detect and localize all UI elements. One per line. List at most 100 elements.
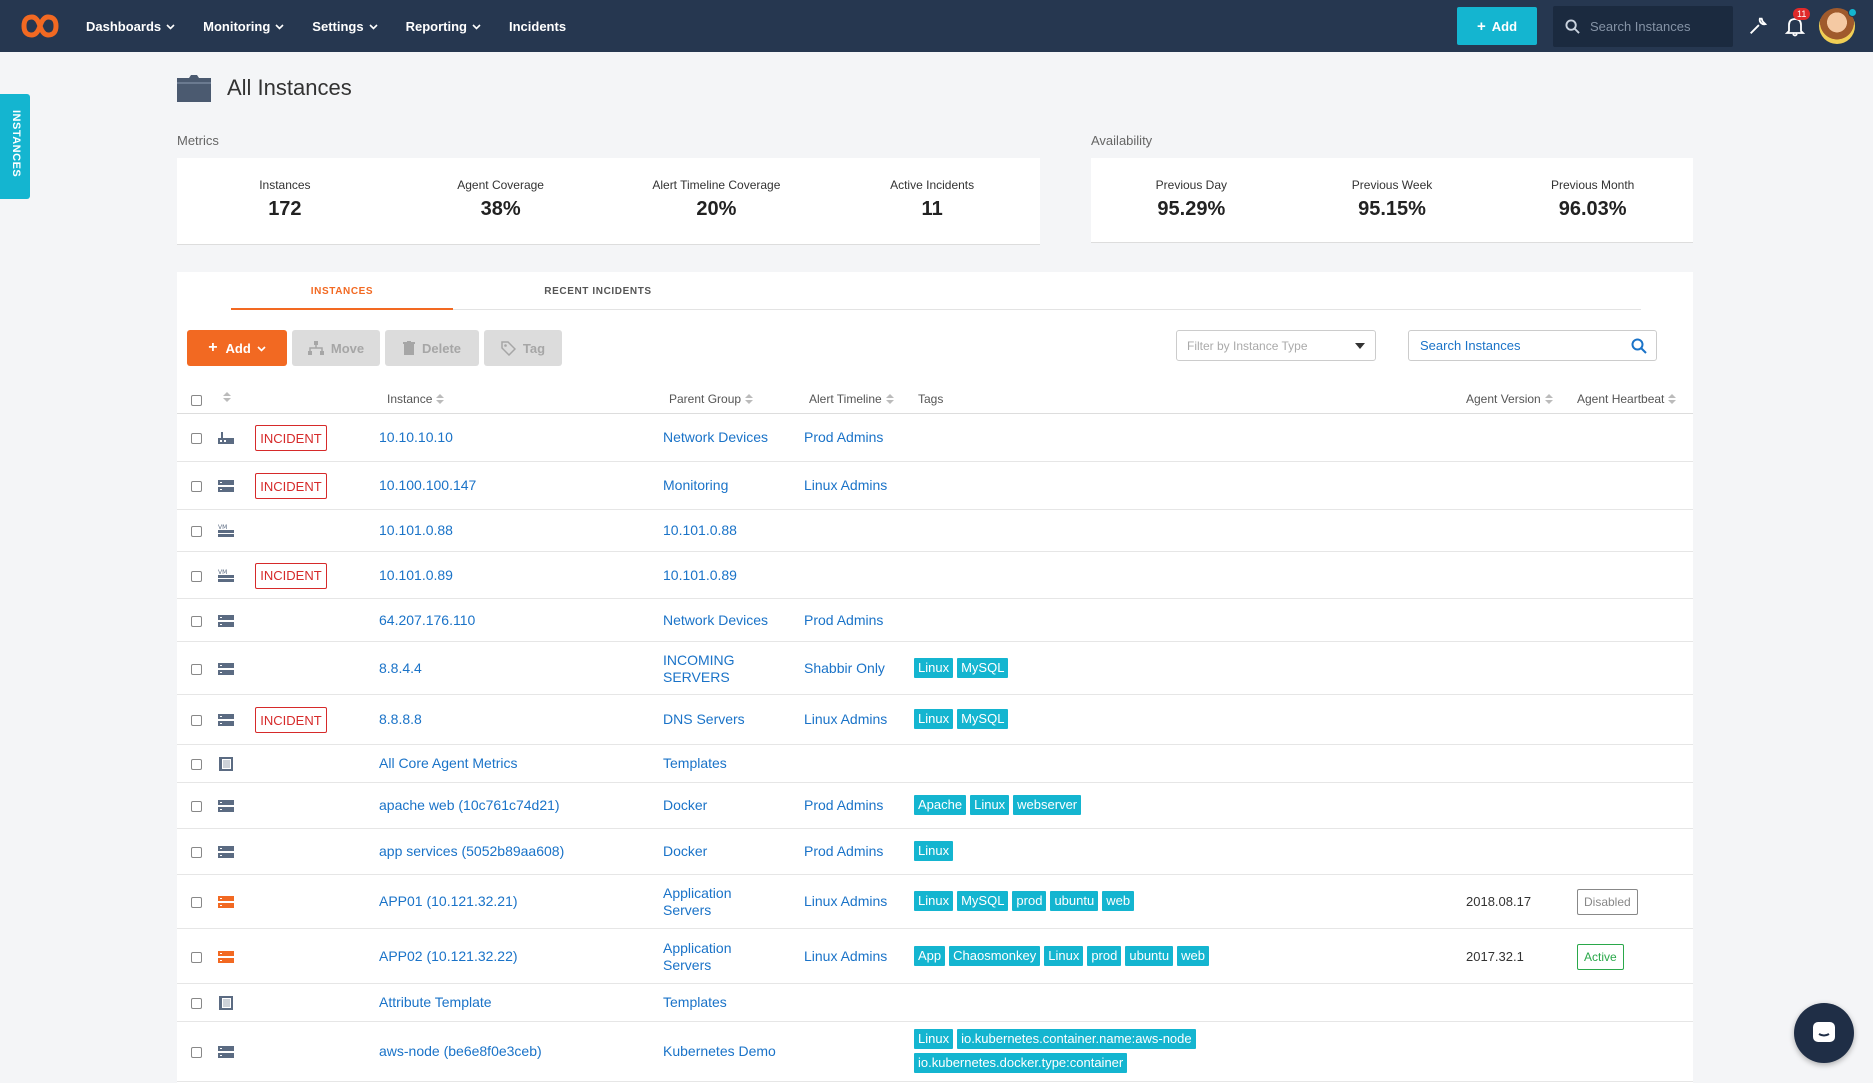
tag-badge[interactable]: Linux [1044,945,1084,966]
instance-link[interactable]: APP01 (10.121.32.21) [379,893,518,909]
parent-group-link[interactable]: Kubernetes Demo [663,1043,776,1059]
chat-launcher-button[interactable] [1794,1003,1854,1063]
tag-badge[interactable]: Apache [914,795,967,815]
nav-item-settings[interactable]: Settings [312,19,378,34]
table-row[interactable]: apache web (10c761c74d21) Docker Prod Admi… [177,783,1693,829]
tag-badge[interactable]: Linux [914,841,954,861]
header-parent-group[interactable]: Parent Group [669,392,754,406]
parent-group-link[interactable]: Network Devices [663,429,769,445]
instance-link[interactable]: apache web (10c761c74d21) [379,797,560,813]
parent-group-link[interactable]: Templates [663,994,727,1010]
instance-link[interactable]: 8.8.4.4 [379,659,422,676]
parent-group-link[interactable]: 10.101.0.89 [663,566,737,583]
instance-link[interactable]: 10.101.0.88 [379,522,453,538]
parent-group-link[interactable]: Docker [663,797,708,813]
tag-badge[interactable]: ubuntu [1050,891,1099,911]
parent-group-link[interactable]: Templates [663,755,727,771]
tag-badge[interactable]: web [1102,891,1135,911]
tag-button[interactable]: Tag [484,330,562,366]
tag-badge[interactable]: Linux [914,891,954,911]
tag-badge[interactable]: Linux [914,1029,954,1049]
row-checkbox[interactable] [191,759,202,770]
tag-badge[interactable]: ubuntu [1125,945,1174,966]
alert-timeline-link[interactable]: Prod Admins [804,611,884,628]
parent-group-link[interactable]: Docker [663,843,708,859]
delete-button[interactable]: Delete [385,330,479,366]
tag-badge[interactable]: MySQL [957,657,1009,678]
nav-item-incidents[interactable]: Incidents [509,19,566,34]
parent-group-link[interactable]: Application Servers [663,885,732,918]
incident-badge[interactable]: INCIDENT [255,562,327,589]
instance-link[interactable]: app services (5052b89aa608) [379,843,565,859]
move-button[interactable]: Move [292,330,380,366]
row-checkbox[interactable] [191,715,202,726]
header-agent-heartbeat[interactable]: Agent Heartbeat [1577,392,1677,406]
wrench-icon[interactable] [1747,15,1769,37]
tag-badge[interactable]: webserver [1013,795,1082,815]
alert-timeline-link[interactable]: Linux Admins [804,893,888,909]
status-sort[interactable] [219,392,231,403]
row-checkbox[interactable] [191,615,202,627]
tab-instances[interactable]: INSTANCES [231,286,453,310]
tag-badge[interactable]: Linux [914,709,954,729]
alert-timeline-link[interactable]: Linux Admins [804,711,888,727]
nav-item-dashboards[interactable]: Dashboards [86,19,175,34]
alert-timeline-link[interactable]: Prod Admins [804,429,884,445]
row-checkbox[interactable] [191,951,202,963]
nav-item-monitoring[interactable]: Monitoring [203,19,284,34]
instance-link[interactable]: Attribute Template [379,994,492,1010]
tag-badge[interactable]: prod [1012,891,1047,911]
instance-link[interactable]: 10.101.0.89 [379,566,453,583]
parent-group-link[interactable]: Network Devices [663,611,769,628]
nav-item-reporting[interactable]: Reporting [406,19,481,34]
table-row[interactable]: VM INCIDENT 10.101.0.89 10.101.0.89 [177,552,1693,599]
row-checkbox[interactable] [191,998,202,1009]
parent-group-link[interactable]: INCOMING SERVERS [663,651,735,685]
tag-badge[interactable]: Linux [914,657,954,678]
header-alert-timeline[interactable]: Alert Timeline [809,392,894,406]
incident-badge[interactable]: INCIDENT [255,473,327,499]
table-row[interactable]: APP02 (10.121.32.22) Application Servers L… [177,929,1693,984]
table-row[interactable]: 8.8.4.4 INCOMING SERVERS Shabbir Only Linux… [177,642,1693,695]
incident-badge[interactable]: INCIDENT [255,707,327,733]
tag-badge[interactable]: MySQL [957,709,1009,729]
table-row[interactable]: aws-node (be6e8f0e3ceb) Kubernetes Demo Li… [177,1022,1693,1082]
tab-recent-incidents[interactable]: RECENT INCIDENTS [544,286,652,297]
notifications-button[interactable]: 11 [1783,8,1811,38]
add-instance-button[interactable]: + Add [187,330,287,366]
table-row[interactable]: APP01 (10.121.32.21) Application Servers L… [177,875,1693,929]
alert-timeline-link[interactable]: Prod Admins [804,843,884,859]
instances-side-tab[interactable]: INSTANCES [0,94,30,199]
table-row[interactable]: 64.207.176.110 Network Devices Prod Admins [177,599,1693,642]
avatar[interactable] [1819,8,1857,44]
instance-link[interactable]: 10.100.100.147 [379,477,477,493]
instance-link[interactable]: aws-node (be6e8f0e3ceb) [379,1043,542,1059]
instance-search-input[interactable]: Search Instances [1408,330,1657,361]
header-instance[interactable]: Instance [387,392,445,406]
table-row[interactable]: Attribute Template Templates [177,984,1693,1022]
tag-badge[interactable]: Linux [970,795,1010,815]
table-row[interactable]: VM 10.101.0.88 10.101.0.88 [177,510,1693,552]
parent-group-link[interactable]: DNS Servers [663,711,745,727]
alert-timeline-link[interactable]: Linux Admins [804,947,888,964]
row-checkbox[interactable] [191,433,202,444]
parent-group-link[interactable]: Application Servers [663,939,732,973]
table-row[interactable]: INCIDENT 8.8.8.8 DNS Servers Linux Admins Li… [177,695,1693,745]
row-checkbox[interactable] [191,1047,202,1058]
alert-timeline-link[interactable]: Prod Admins [804,797,884,813]
table-row[interactable]: INCIDENT 10.100.100.147 Monitoring Linux Ad… [177,462,1693,510]
tag-badge[interactable]: App [914,945,946,966]
header-agent-version[interactable]: Agent Version [1466,392,1553,406]
alert-timeline-link[interactable]: Linux Admins [804,477,888,493]
row-checkbox[interactable] [191,897,202,908]
logo-icon[interactable] [18,11,62,41]
tag-badge[interactable]: io.kubernetes.docker.type:container [914,1053,1128,1073]
add-button[interactable]: + Add [1457,7,1537,45]
alert-timeline-link[interactable]: Shabbir Only [804,659,885,676]
incident-badge[interactable]: INCIDENT [255,425,327,451]
tag-badge[interactable]: prod [1087,945,1122,966]
row-checkbox[interactable] [191,570,202,582]
table-row[interactable]: All Core Agent Metrics Templates [177,745,1693,783]
table-row[interactable]: INCIDENT 10.10.10.10 Network Devices Prod A… [177,414,1693,462]
instance-link[interactable]: 10.10.10.10 [379,429,453,445]
